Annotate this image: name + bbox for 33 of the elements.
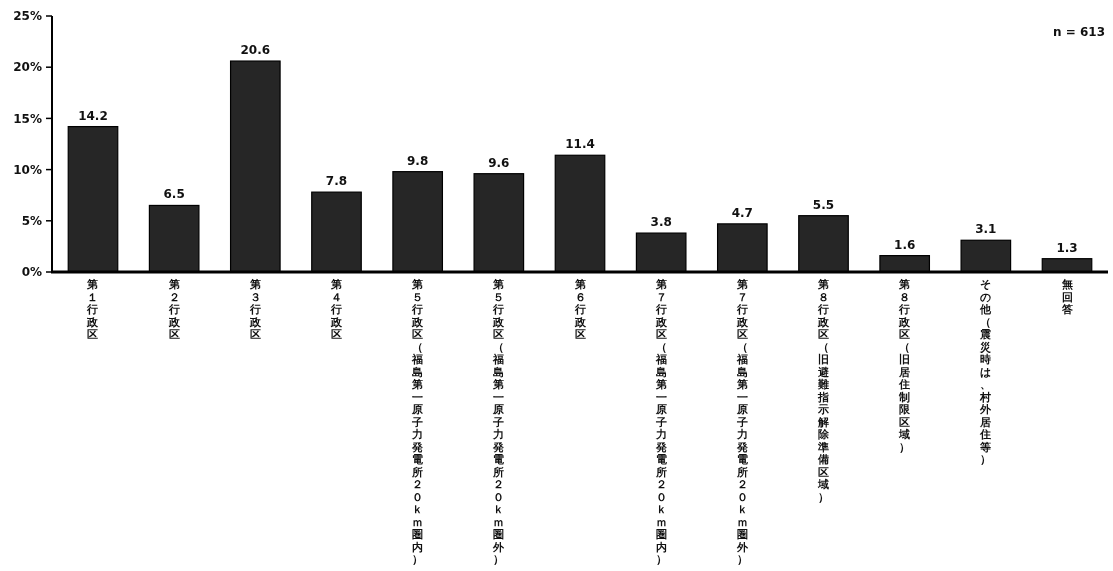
- data-label: 1.6: [894, 237, 916, 252]
- x-tick-label: 第３行政区: [248, 278, 262, 341]
- annotation: n = 613: [1052, 25, 1105, 39]
- x-tick-label: 第６行政区: [573, 278, 587, 341]
- data-label: 5.5: [812, 197, 835, 212]
- category-label: その他（震災時は、村外居住等）: [980, 278, 992, 466]
- data-label: 9.8: [407, 153, 429, 168]
- x-tick-label: 第１行政区: [86, 278, 100, 341]
- category-label: 第７行政区（福島第一原子力発電所２０ｋｍ圏外）: [736, 278, 748, 566]
- data-label: 3.1: [975, 222, 997, 237]
- data-label: 20.6: [240, 43, 271, 58]
- data-label: 6.5: [163, 187, 185, 202]
- category-label: 第５行政区（福島第一原子力発電所２０ｋｍ圏外）: [493, 278, 505, 566]
- y-tick-label: 20%: [13, 60, 42, 75]
- x-tick-label: 第２行政区: [167, 278, 181, 341]
- y-tick-label: 5%: [21, 214, 42, 228]
- data-label: 7.8: [325, 174, 348, 189]
- data-label: 4.7: [731, 205, 753, 220]
- data-label: 9.6: [488, 155, 510, 170]
- data-label: 1.3: [1056, 240, 1078, 255]
- x-tick-label: 第４行政区: [329, 278, 343, 341]
- data-label: 11.4: [565, 137, 595, 152]
- category-label: 第５行政区（福島第一原子力発電所２０ｋｍ圏内）: [412, 278, 424, 566]
- data-label: 14.2: [78, 108, 108, 123]
- y-tick-label: 0%: [21, 265, 42, 280]
- y-tick-label: 10%: [13, 162, 42, 177]
- category-label: 第７行政区（福島第一原子力発電所２０ｋｍ圏内）: [655, 278, 667, 566]
- data-label: 3.8: [650, 215, 672, 230]
- x-tick-label: 無回答: [1060, 278, 1074, 316]
- category-label: 第８行政区（旧居住制限区域）: [899, 278, 911, 454]
- y-tick-label: 25%: [13, 9, 42, 24]
- y-tick-label: 15%: [13, 111, 42, 126]
- category-label: 第８行政区（旧避難指示解除準備区域）: [818, 278, 830, 504]
